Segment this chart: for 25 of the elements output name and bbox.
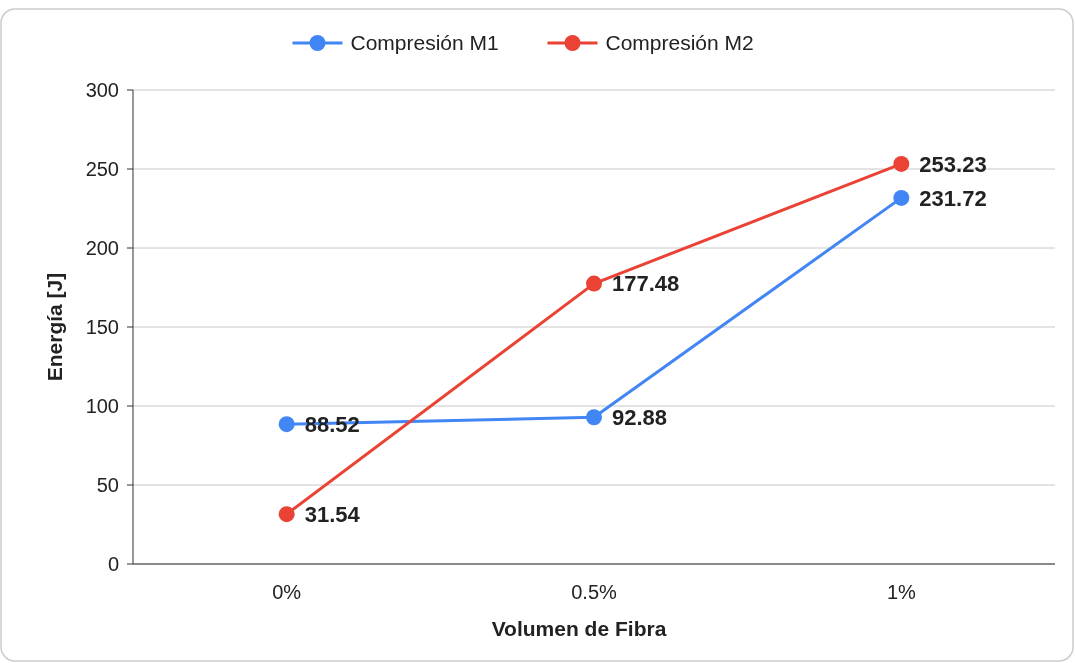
y-tick-label: 150 — [85, 316, 119, 338]
y-tick-label: 250 — [85, 158, 119, 180]
y-tick-label: 200 — [85, 237, 119, 259]
x-tick-label: 0.5% — [571, 581, 618, 603]
y-tick-label: 0 — [107, 553, 119, 575]
point — [893, 155, 910, 172]
x-axis-title: Volumen de Fibra — [491, 617, 667, 640]
point — [586, 275, 602, 292]
y-axis-title: Energía [J] — [43, 272, 66, 382]
y-tick-label: 300 — [85, 79, 119, 101]
y-tick-label: 50 — [96, 474, 119, 496]
data-label: 31.54 — [304, 501, 361, 527]
data-label: 92.88 — [612, 404, 668, 430]
point — [893, 189, 910, 206]
legend-label: Compresión M1 — [350, 31, 499, 55]
data-label: 253.23 — [919, 151, 987, 177]
data-label: 231.72 — [919, 185, 987, 211]
point — [278, 416, 295, 433]
point — [278, 506, 295, 523]
legend-label: Compresión M2 — [605, 31, 754, 55]
x-tick-label: 0% — [272, 581, 302, 603]
point — [586, 409, 602, 426]
data-label: 177.48 — [612, 271, 680, 297]
x-tick-label: 1% — [886, 581, 916, 603]
y-tick-label: 100 — [85, 395, 119, 417]
